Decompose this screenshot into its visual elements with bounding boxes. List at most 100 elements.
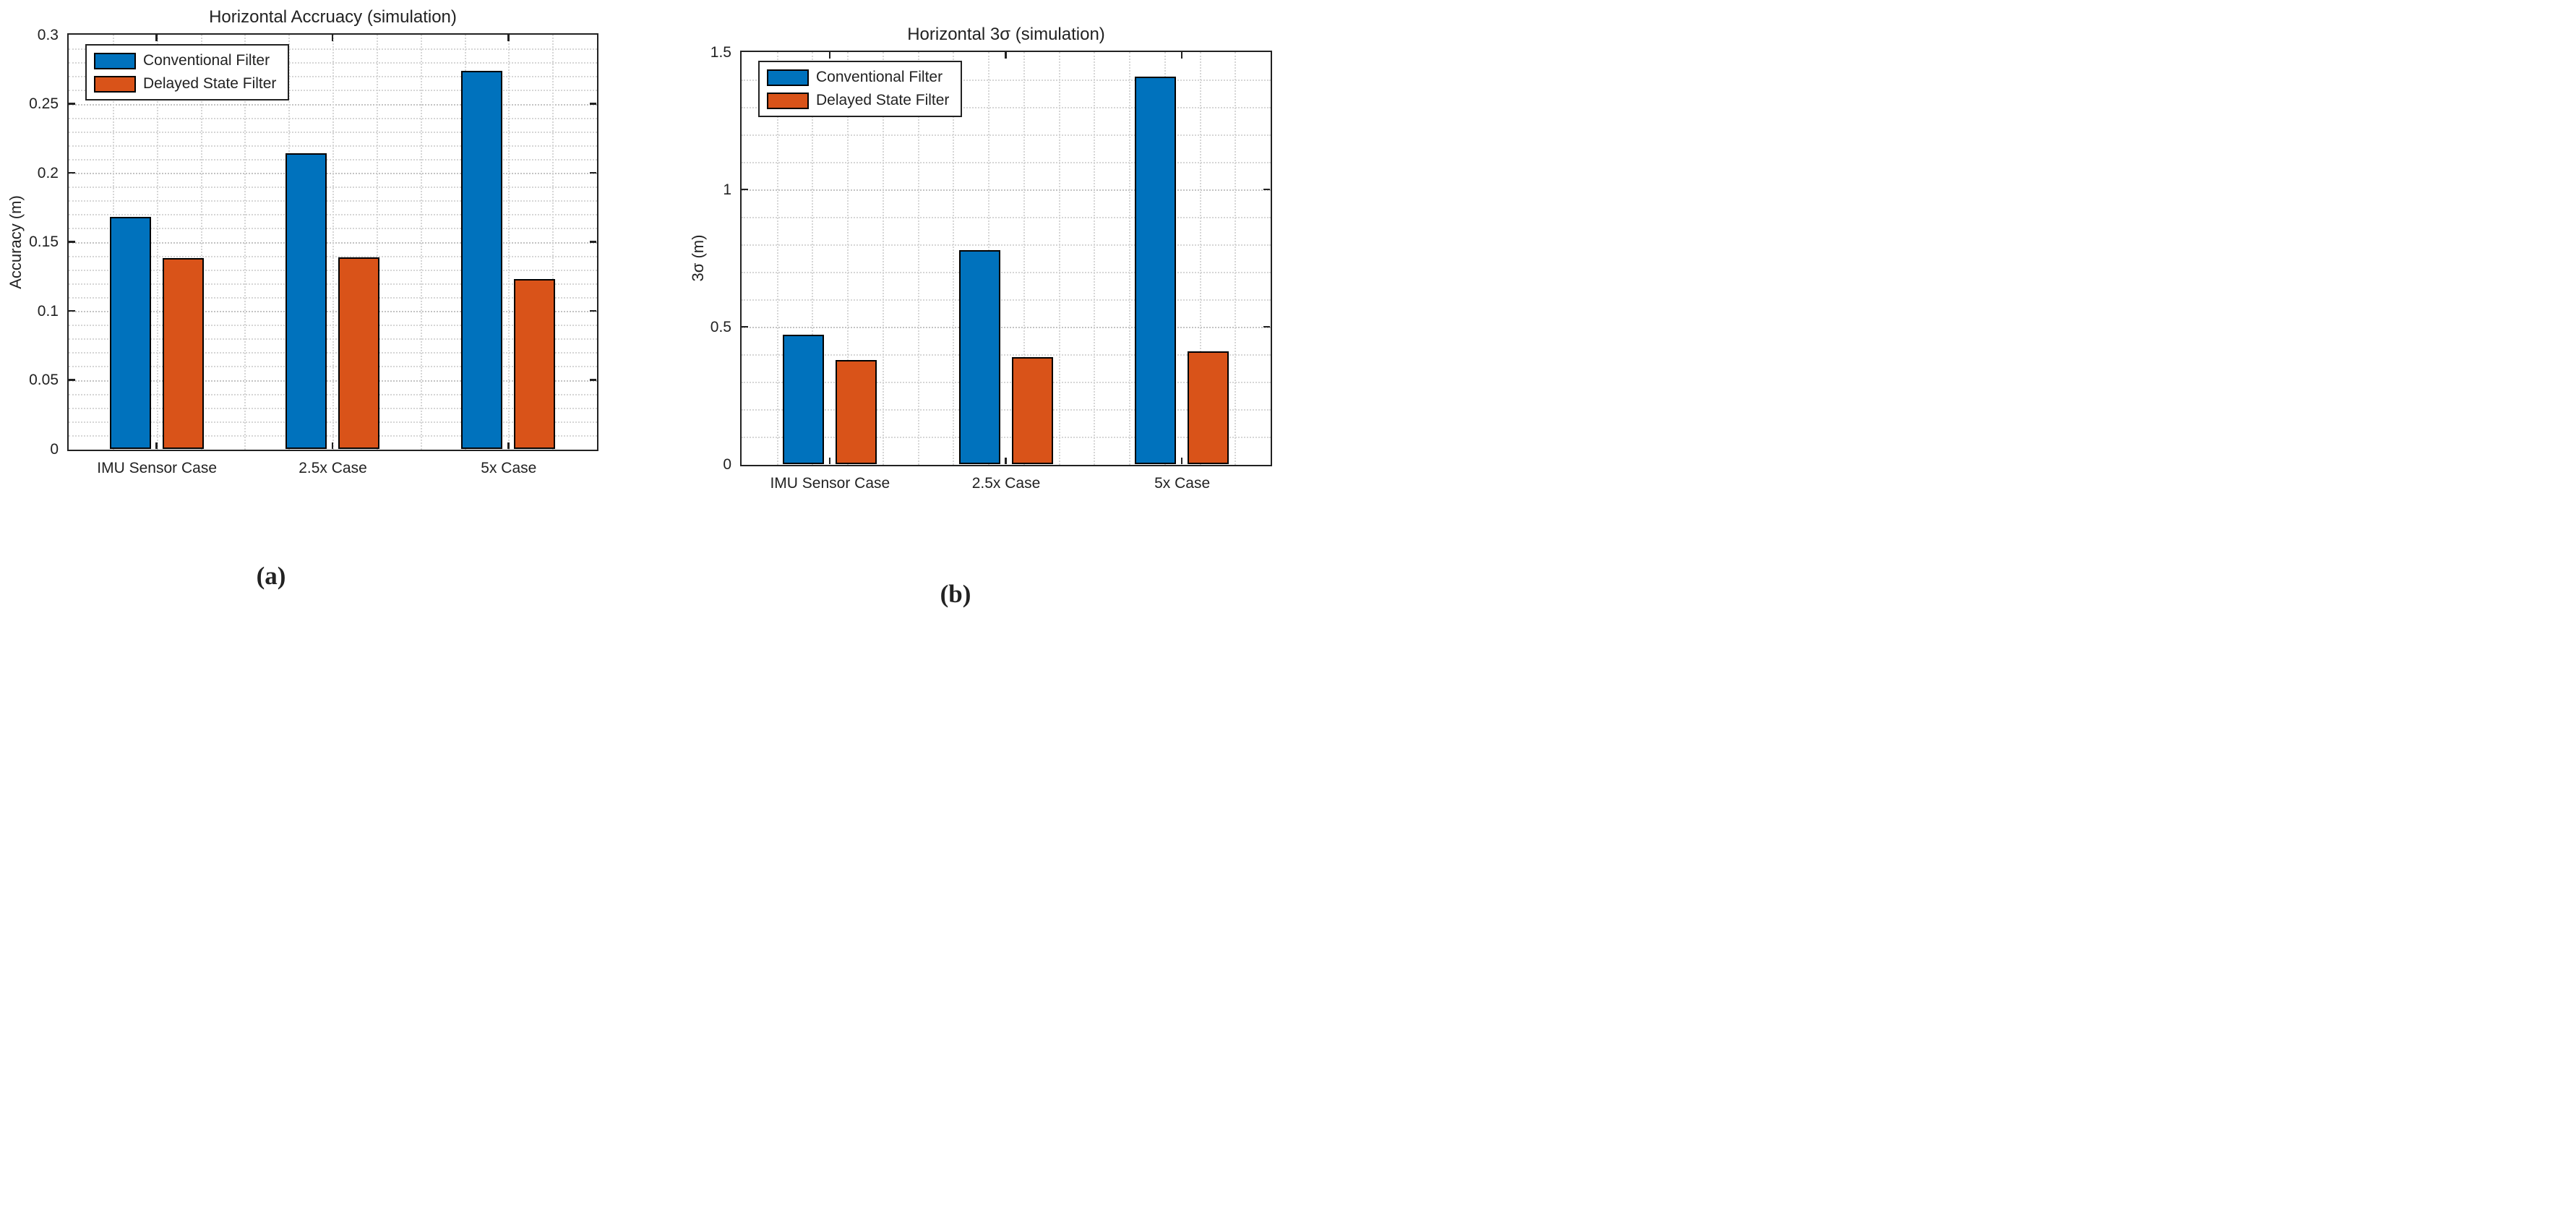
y-tick-mark: [69, 241, 75, 243]
y-tick-label-0-3: 0.3: [37, 26, 59, 43]
y-tick-mark: [590, 171, 596, 174]
x-tick-mark: [1005, 52, 1007, 59]
y-tick-mark: [1263, 188, 1270, 191]
y-tick-label-0-05: 0.05: [29, 372, 59, 388]
minor-gridline-vertical: [200, 35, 202, 450]
conventional-filter-swatch-icon: [94, 52, 136, 69]
bar-delayed-state-filter-5x-case: [514, 279, 556, 449]
x-tick-mark: [1005, 458, 1007, 464]
minor-gridline-horizontal: [742, 354, 1271, 356]
bar-conventional-filter-imu-sensor-case: [782, 335, 824, 464]
legend-item: Conventional Filter: [94, 52, 276, 69]
minor-gridline-horizontal: [742, 272, 1271, 273]
minor-gridline-vertical: [917, 52, 919, 465]
minor-gridline-vertical: [1023, 52, 1025, 465]
minor-gridline-horizontal: [742, 107, 1271, 108]
y-tick-label-0-25: 0.25: [29, 95, 59, 112]
x-tick-mark: [507, 35, 510, 41]
y-tick-mark: [69, 171, 75, 174]
y-tick-label-1: 1: [723, 181, 731, 198]
legend-item: Conventional Filter: [767, 69, 949, 86]
minor-gridline-vertical: [776, 52, 778, 465]
y-tick-mark: [69, 309, 75, 312]
x-tick-label-imu-sensor-case: IMU Sensor Case: [770, 475, 890, 492]
delayed-state-filter-swatch-icon: [94, 75, 136, 93]
minor-gridline-vertical: [420, 35, 422, 450]
minor-gridline-vertical: [847, 52, 849, 465]
y-tick-label-0: 0: [723, 455, 731, 473]
minor-gridline-vertical: [156, 35, 158, 450]
y-tick-mark: [69, 103, 75, 105]
chart-a-plot-inner: [69, 35, 597, 450]
legend-item-label: Delayed State Filter: [816, 92, 950, 108]
minor-gridline-horizontal: [742, 409, 1271, 411]
bar-delayed-state-filter-5x-case: [1188, 351, 1229, 464]
x-tick-mark: [507, 442, 510, 449]
minor-gridline-vertical: [376, 35, 378, 450]
major-gridline-horizontal: [742, 189, 1271, 191]
chart-b-legend: Conventional Filter Delayed State Filter: [758, 61, 963, 117]
x-tick-mark: [828, 458, 831, 464]
y-tick-mark: [590, 309, 596, 312]
x-tick-mark: [1180, 52, 1183, 59]
legend-item-label: Conventional Filter: [816, 69, 943, 85]
minor-gridline-horizontal: [742, 382, 1271, 383]
y-tick-label-0-2: 0.2: [37, 164, 59, 181]
y-tick-label-0-15: 0.15: [29, 234, 59, 250]
y-tick-label-0-1: 0.1: [37, 302, 59, 320]
x-tick-mark: [1180, 458, 1183, 464]
y-tick-mark: [69, 379, 75, 381]
legend-item: Delayed State Filter: [94, 75, 276, 93]
chart-a-plot-area: [67, 33, 598, 451]
bar-delayed-state-filter-imu-sensor-case: [162, 258, 204, 449]
x-tick-label-5x-case: 5x Case: [481, 460, 537, 476]
x-tick-label-2-5x-case: 2.5x Case: [971, 475, 1041, 492]
minor-gridline-horizontal: [742, 244, 1271, 246]
bar-conventional-filter-5x-case: [461, 70, 503, 449]
chart-b-plot-inner: [742, 52, 1271, 465]
y-tick-mark: [590, 241, 596, 243]
y-tick-mark: [590, 379, 596, 381]
y-tick-label-0-5: 0.5: [710, 318, 731, 335]
minor-gridline-vertical: [1235, 52, 1237, 465]
chart-b-y-axis-label: 3σ (m): [689, 234, 707, 282]
bar-conventional-filter-2-5x-case: [958, 249, 1000, 464]
bar-delayed-state-filter-imu-sensor-case: [835, 359, 877, 464]
minor-gridline-horizontal: [742, 437, 1271, 438]
minor-gridline-vertical: [332, 35, 334, 450]
y-tick-label-1-5: 1.5: [710, 43, 731, 61]
bar-conventional-filter-imu-sensor-case: [109, 217, 151, 449]
x-tick-label-5x-case: 5x Case: [1154, 475, 1211, 492]
legend-item-label: Conventional Filter: [143, 52, 270, 69]
figure-canvas: Horizontal Accruacy (simulation) Accurac…: [0, 0, 1288, 614]
minor-gridline-vertical: [1058, 52, 1060, 465]
x-tick-label-imu-sensor-case: IMU Sensor Case: [97, 460, 218, 476]
minor-gridline-vertical: [1199, 52, 1201, 465]
minor-gridline-vertical: [1129, 52, 1131, 465]
y-tick-mark: [742, 325, 748, 328]
minor-gridline-vertical: [812, 52, 814, 465]
delayed-state-filter-swatch-icon: [767, 92, 809, 109]
x-tick-mark: [331, 35, 334, 41]
minor-gridline-horizontal: [742, 217, 1271, 218]
x-tick-mark: [331, 442, 334, 449]
minor-gridline-vertical: [882, 52, 884, 465]
x-tick-label-2-5x-case: 2.5x Case: [299, 460, 367, 476]
chart-b-title: Horizontal 3σ (simulation): [907, 25, 1105, 44]
bar-conventional-filter-2-5x-case: [285, 153, 327, 449]
chart-a-legend: Conventional Filter Delayed State Filter: [85, 44, 290, 100]
minor-gridline-horizontal: [742, 80, 1271, 81]
minor-gridline-vertical: [508, 35, 510, 450]
conventional-filter-swatch-icon: [767, 69, 809, 86]
minor-gridline-vertical: [953, 52, 955, 465]
minor-gridline-horizontal: [742, 299, 1271, 301]
minor-gridline-horizontal: [742, 134, 1271, 136]
x-tick-mark: [155, 35, 158, 41]
minor-gridline-vertical: [244, 35, 246, 450]
minor-gridline-horizontal: [742, 162, 1271, 163]
legend-item-label: Delayed State Filter: [143, 75, 277, 92]
y-tick-mark: [1263, 325, 1270, 328]
subfigure-caption-b: (b): [940, 580, 971, 608]
minor-gridline-vertical: [552, 35, 554, 450]
bar-delayed-state-filter-2-5x-case: [338, 257, 379, 449]
